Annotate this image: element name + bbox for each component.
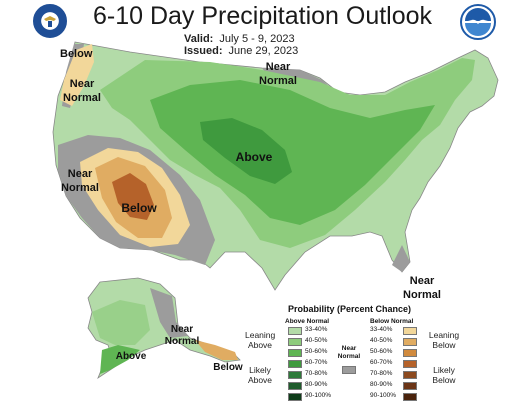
page-title: 6-10 Day Precipitation Outlook	[92, 2, 433, 30]
issued-value: June 29, 2023	[228, 45, 299, 57]
legend-below-range: 70-80%	[370, 370, 393, 377]
legend-leaning-above: Leaning Above	[245, 330, 276, 350]
below-sw-core	[112, 173, 154, 220]
below-nw-region	[60, 44, 94, 106]
legend-above-range: 50-60%	[305, 348, 328, 355]
legend-below-swatch	[403, 349, 417, 357]
label-near-normal-west: Near Normal	[61, 168, 99, 194]
legend-above-range: 70-80%	[305, 370, 328, 377]
eagle-seal-icon	[44, 16, 56, 27]
legend-near-header: Near Normal	[337, 345, 361, 360]
legend-above-range: 60-70%	[305, 359, 328, 366]
legend-below-range: 60-70%	[370, 359, 393, 366]
alaska-near-normal	[150, 288, 188, 338]
near-normal-se-region	[392, 245, 410, 272]
legend-above-range: 40-50%	[305, 337, 328, 344]
legend-below-swatch	[403, 338, 417, 346]
seagull-icon	[465, 8, 491, 36]
issued-label: Issued:	[184, 45, 223, 57]
legend-below-range: 90-100%	[370, 392, 397, 399]
legend-below-swatch	[403, 371, 417, 379]
label-below-sw: Below	[121, 201, 157, 215]
legend-above-range: 90-100%	[305, 392, 332, 399]
alaska-below	[195, 340, 238, 360]
legend-below-header: Below Normal	[370, 318, 414, 325]
legend-below-swatch	[403, 327, 417, 335]
legend-title: Probability (Percent Chance)	[288, 304, 412, 314]
legend-near-swatch	[342, 366, 356, 374]
label-below-nw: Below	[60, 48, 93, 60]
label-near-normal-se: Near Normal	[403, 275, 441, 301]
alaska-above	[100, 345, 140, 374]
legend-above-range: 33-40%	[305, 326, 328, 333]
legend-above-swatch	[288, 393, 302, 401]
legend-below-swatch	[403, 382, 417, 390]
legend-above-swatch	[288, 371, 302, 379]
label-above-central: Above	[236, 150, 273, 164]
legend-above-swatch	[288, 349, 302, 357]
legend-below-swatch	[403, 393, 417, 401]
legend-below-range: 33-40%	[370, 326, 393, 333]
legend-above-range: 80-90%	[305, 381, 328, 388]
label-below-alaska: Below	[213, 362, 243, 373]
legend-above-header: Above Normal	[285, 318, 330, 325]
label-near-normal-north: Near Normal	[259, 61, 297, 87]
label-above-alaska: Above	[116, 351, 147, 362]
legend-likely-above: Likely Above	[247, 365, 273, 385]
legend-below-range: 50-60%	[370, 348, 393, 355]
legend-leaning-below: Leaning Below	[428, 330, 460, 350]
legend-below-range: 80-90%	[370, 381, 393, 388]
alaska-above-outer	[92, 300, 150, 345]
label-near-normal-alaska: Near Normal	[165, 324, 200, 347]
doc-logo	[33, 4, 67, 38]
valid-value: July 5 - 9, 2023	[219, 33, 295, 45]
label-near-normal-nw: Near Normal	[63, 78, 101, 104]
legend-above-swatch	[288, 338, 302, 346]
noaa-logo	[460, 4, 496, 40]
issued-line: Issued: June 29, 2023	[184, 45, 298, 57]
valid-label: Valid:	[184, 33, 214, 45]
legend-below-range: 40-50%	[370, 337, 393, 344]
valid-line: Valid: July 5 - 9, 2023	[184, 33, 295, 45]
legend-above-swatch	[288, 382, 302, 390]
legend-likely-below: Likely Below	[432, 365, 456, 385]
legend-below-swatch	[403, 360, 417, 368]
above-core	[200, 118, 292, 184]
above-mid	[150, 80, 435, 225]
legend-above-swatch	[288, 327, 302, 335]
legend-above-swatch	[288, 360, 302, 368]
